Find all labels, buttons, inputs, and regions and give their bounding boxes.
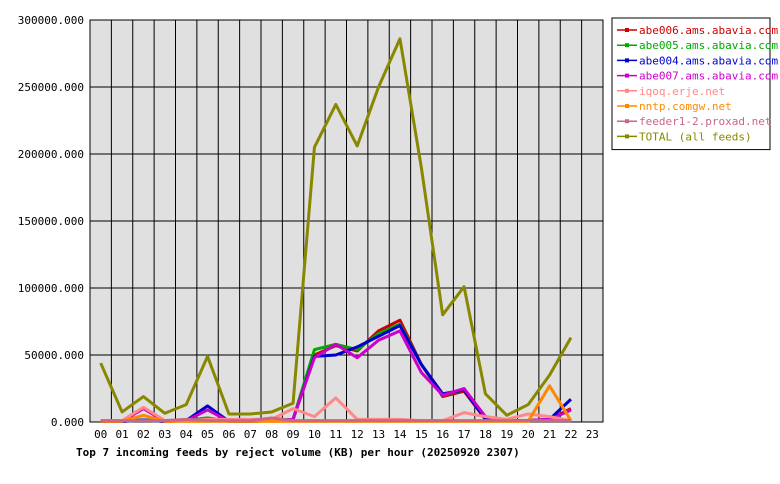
y-tick-label: 100000.000: [18, 282, 84, 295]
y-tick-label: 50000.000: [24, 349, 84, 362]
legend-dot: [625, 134, 629, 139]
x-tick-label: 11: [329, 428, 342, 441]
x-tick-label: 08: [265, 428, 278, 441]
legend-label: feeder1-2.proxad.net: [639, 115, 771, 128]
legend-dot: [625, 43, 629, 48]
x-tick-label: 19: [500, 428, 513, 441]
legend-label: TOTAL (all feeds): [639, 130, 752, 143]
series-line: [99, 37, 573, 417]
x-tick-label: 09: [286, 428, 299, 441]
x-tick-label: 16: [436, 428, 449, 441]
legend-label: abe004.ams.abavia.com: [639, 54, 778, 67]
x-tick-label: 06: [222, 428, 235, 441]
legend-dot: [625, 119, 629, 124]
y-tick-label: 150000.000: [18, 215, 84, 228]
legend-label: nntp.comgw.net: [639, 100, 732, 113]
x-tick-label: 04: [180, 428, 194, 441]
y-tick-label: 0.000: [51, 416, 84, 429]
legend-dot: [625, 73, 629, 78]
x-tick-label: 22: [564, 428, 577, 441]
legend-dot: [625, 28, 629, 32]
x-tick-label: 02: [137, 428, 150, 441]
x-tick-label: 07: [244, 428, 257, 441]
x-tick-label: 21: [543, 428, 556, 441]
legend-label: abe007.ams.abavia.com: [639, 70, 778, 83]
legend-box: [611, 17, 771, 151]
y-tick-label: 300000.000: [18, 14, 84, 27]
x-tick-label: 10: [308, 428, 321, 441]
x-tick-label: 03: [158, 428, 171, 441]
y-tick-label: 250000.000: [18, 81, 84, 94]
x-tick-label: 05: [201, 428, 214, 441]
chart-title: Top 7 incoming feeds by reject volume (K…: [76, 446, 520, 459]
x-tick-label: 14: [393, 428, 407, 441]
legend-label: iqoq.erje.net: [639, 85, 725, 98]
legend-label: abe006.ams.abavia.com: [639, 24, 778, 37]
legend-dot: [625, 88, 629, 93]
legend-dot: [625, 104, 629, 108]
y-tick-label: 200000.000: [18, 148, 84, 161]
x-tick-label: 18: [479, 428, 492, 441]
x-tick-label: 01: [115, 428, 128, 441]
legend-label: abe005.ams.abavia.com: [639, 39, 778, 52]
x-tick-label: 13: [372, 428, 385, 441]
x-tick-label: 20: [522, 428, 535, 441]
x-tick-label: 12: [351, 428, 364, 441]
x-tick-label: 15: [415, 428, 428, 441]
x-tick-label: 17: [457, 428, 470, 441]
x-tick-label: 23: [586, 428, 599, 441]
x-tick-label: 00: [94, 428, 107, 441]
legend-dot: [625, 58, 629, 63]
series-line: [100, 416, 571, 423]
